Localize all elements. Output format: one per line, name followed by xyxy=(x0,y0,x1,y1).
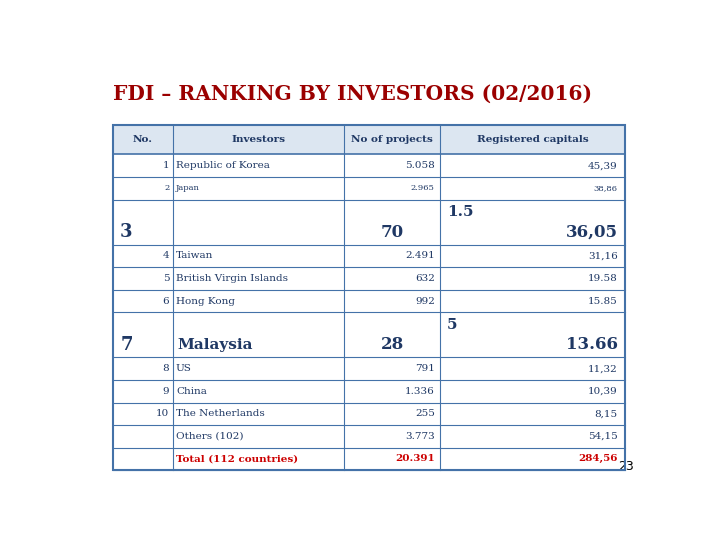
Text: British Virgin Islands: British Virgin Islands xyxy=(176,274,288,283)
Text: 1: 1 xyxy=(163,161,169,170)
Text: Republic of Korea: Republic of Korea xyxy=(176,161,270,170)
Text: 992: 992 xyxy=(415,296,435,306)
Text: Total (112 countries): Total (112 countries) xyxy=(176,455,298,463)
Bar xyxy=(114,380,624,402)
Bar xyxy=(114,267,624,290)
Text: 45,39: 45,39 xyxy=(588,161,618,170)
Text: Registered capitals: Registered capitals xyxy=(477,135,588,144)
Text: Investors: Investors xyxy=(231,135,285,144)
Text: 5.058: 5.058 xyxy=(405,161,435,170)
Text: 7: 7 xyxy=(120,336,132,354)
Bar xyxy=(114,402,624,425)
Text: 255: 255 xyxy=(415,409,435,418)
Bar xyxy=(114,425,624,448)
Text: 1.5: 1.5 xyxy=(447,205,474,219)
Text: 8: 8 xyxy=(163,364,169,373)
Text: 20.391: 20.391 xyxy=(395,455,435,463)
Text: 54,15: 54,15 xyxy=(588,432,618,441)
Text: 5: 5 xyxy=(447,318,458,332)
Text: 23: 23 xyxy=(618,460,634,473)
Text: 3.773: 3.773 xyxy=(405,432,435,441)
Bar xyxy=(114,177,624,199)
Text: FDI – RANKING BY INVESTORS (02/2016): FDI – RANKING BY INVESTORS (02/2016) xyxy=(114,84,593,104)
Text: 2: 2 xyxy=(164,184,169,192)
Text: 70: 70 xyxy=(381,224,404,240)
Bar xyxy=(114,448,624,470)
Text: 19.58: 19.58 xyxy=(588,274,618,283)
Text: 1.336: 1.336 xyxy=(405,387,435,396)
Bar xyxy=(114,357,624,380)
Text: 11,32: 11,32 xyxy=(588,364,618,373)
Text: 791: 791 xyxy=(415,364,435,373)
Text: 10,39: 10,39 xyxy=(588,387,618,396)
Bar xyxy=(114,154,624,177)
Text: 5: 5 xyxy=(163,274,169,283)
Text: 31,16: 31,16 xyxy=(588,252,618,260)
Text: Hong Kong: Hong Kong xyxy=(176,296,235,306)
Text: US: US xyxy=(176,364,192,373)
Text: 13.66: 13.66 xyxy=(566,336,618,353)
Text: 15.85: 15.85 xyxy=(588,296,618,306)
Text: 632: 632 xyxy=(415,274,435,283)
Text: Malaysia: Malaysia xyxy=(177,338,253,352)
Text: Others (102): Others (102) xyxy=(176,432,243,441)
Text: Taiwan: Taiwan xyxy=(176,252,213,260)
Text: 4: 4 xyxy=(163,252,169,260)
Text: Japan: Japan xyxy=(176,184,200,192)
Text: 3: 3 xyxy=(120,223,132,241)
Text: 2.965: 2.965 xyxy=(411,184,435,192)
Text: No of projects: No of projects xyxy=(351,135,433,144)
Text: 9: 9 xyxy=(163,387,169,396)
Text: 2.491: 2.491 xyxy=(405,252,435,260)
Text: 36,05: 36,05 xyxy=(566,224,618,240)
Text: China: China xyxy=(176,387,207,396)
Text: 284,56: 284,56 xyxy=(578,455,618,463)
Text: 10: 10 xyxy=(156,409,169,418)
Text: 8,15: 8,15 xyxy=(595,409,618,418)
Text: 38,86: 38,86 xyxy=(594,184,618,192)
Text: 28: 28 xyxy=(381,336,404,353)
Text: No.: No. xyxy=(133,135,153,144)
Bar xyxy=(114,245,624,267)
Text: 6: 6 xyxy=(163,296,169,306)
Bar xyxy=(114,290,624,312)
Text: The Netherlands: The Netherlands xyxy=(176,409,265,418)
